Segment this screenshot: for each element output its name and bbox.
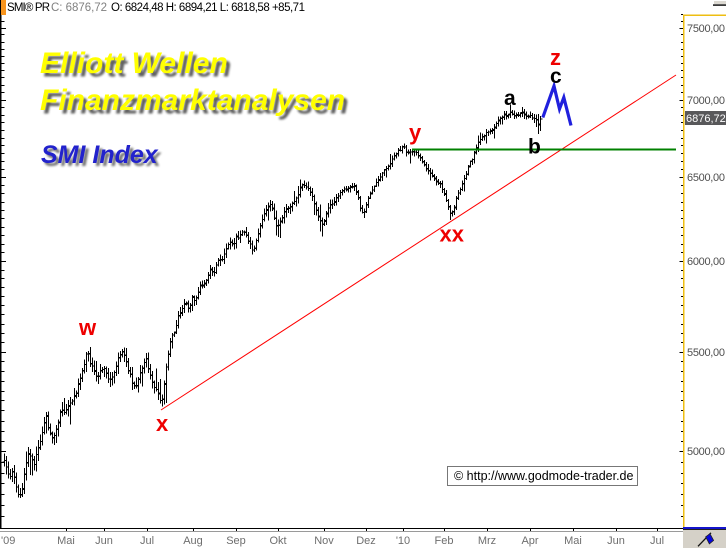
svg-text:Finanzmarktanalysen: Finanzmarktanalysen [44,88,349,121]
svg-text:Elliott Wellen: Elliott Wellen [44,51,232,84]
svg-text:C: 6876,72: C: 6876,72 [51,2,107,14]
svg-text:5000,00: 5000,00 [687,446,725,458]
svg-text:c: c [550,65,562,88]
svg-text:Jul: Jul [650,535,664,547]
svg-text:Nov: Nov [314,535,334,547]
svg-text:O: 6824,48 H: 6894,21 L: 6818,: O: 6824,48 H: 6894,21 L: 6818,58 +85,71 [111,2,305,14]
svg-text:6000,00: 6000,00 [687,256,725,268]
svg-text:SMI Index: SMI Index [41,141,159,169]
svg-text:Mai: Mai [564,535,582,547]
svg-text:Elliott Wellen: Elliott Wellen [40,47,228,80]
svg-text:b: b [528,136,541,159]
svg-text:x: x [156,411,169,436]
svg-text:Mai: Mai [57,535,75,547]
svg-text:SMI Index: SMI Index [44,144,162,172]
svg-text:6500,00: 6500,00 [687,172,725,184]
svg-text:7000,00: 7000,00 [687,95,725,107]
svg-text:z: z [550,45,561,70]
svg-text:a: a [504,87,516,110]
svg-text:7500,00: 7500,00 [687,23,725,35]
svg-text:Sep: Sep [226,535,246,547]
svg-text:SMI® PR: SMI® PR [7,2,50,14]
svg-text:© http://www.godmode-trader.de: © http://www.godmode-trader.de [454,469,633,483]
svg-text:xx: xx [440,222,465,247]
svg-text:Aug: Aug [183,535,203,547]
svg-text:5500,00: 5500,00 [687,347,725,359]
svg-text:Jul: Jul [140,535,154,547]
svg-text:Finanzmarktanalysen: Finanzmarktanalysen [40,84,345,117]
svg-text:w: w [78,315,97,340]
svg-text:Jun: Jun [607,535,625,547]
svg-text:Okt: Okt [269,535,286,547]
svg-text:Feb: Feb [435,535,454,547]
svg-text:'09: '09 [1,535,15,547]
svg-text:6876,72: 6876,72 [686,113,726,125]
svg-text:Mrz: Mrz [478,535,496,547]
svg-text:y: y [409,120,422,145]
svg-text:'10: '10 [396,535,410,547]
svg-text:Jun: Jun [95,535,113,547]
svg-text:Dez: Dez [356,535,376,547]
svg-text:Apr: Apr [521,535,538,547]
